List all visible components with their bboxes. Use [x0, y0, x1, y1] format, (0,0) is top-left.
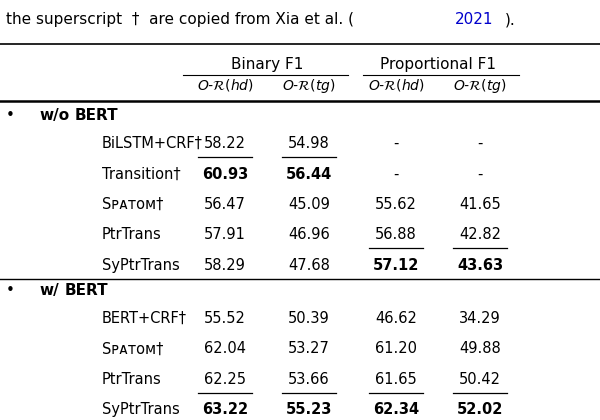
Text: PtrTrans: PtrTrans — [102, 372, 162, 387]
Text: 61.20: 61.20 — [375, 341, 417, 356]
Text: BERT: BERT — [75, 108, 119, 123]
Text: Binary F1: Binary F1 — [231, 57, 303, 72]
Text: -: - — [394, 167, 398, 181]
Text: 52.02: 52.02 — [457, 402, 503, 417]
Text: 42.82: 42.82 — [459, 227, 501, 242]
Text: $\mathit{O}$-$\mathit{\mathcal{R}}$$(hd)$: $\mathit{O}$-$\mathit{\mathcal{R}}$$(hd)… — [197, 77, 253, 93]
Text: w/o: w/o — [39, 108, 69, 123]
Text: 45.09: 45.09 — [288, 197, 330, 212]
Text: $\mathit{O}$-$\mathit{\mathcal{R}}$$(tg)$: $\mathit{O}$-$\mathit{\mathcal{R}}$$(tg)… — [282, 77, 336, 95]
Text: 47.68: 47.68 — [288, 257, 330, 273]
Text: -: - — [394, 136, 398, 151]
Text: 55.52: 55.52 — [204, 311, 246, 326]
Text: 34.29: 34.29 — [459, 311, 501, 326]
Text: Sᴘᴀᴛᴏᴍ†: Sᴘᴀᴛᴏᴍ† — [102, 197, 163, 212]
Text: -: - — [478, 167, 482, 181]
Text: 49.88: 49.88 — [459, 341, 501, 356]
Text: $\mathit{O}$-$\mathit{\mathcal{R}}$$(hd)$: $\mathit{O}$-$\mathit{\mathcal{R}}$$(hd)… — [368, 77, 424, 93]
Text: $\mathit{O}$-$\mathit{\mathcal{R}}$$(tg)$: $\mathit{O}$-$\mathit{\mathcal{R}}$$(tg)… — [453, 77, 507, 95]
Text: 62.34: 62.34 — [373, 402, 419, 417]
Text: 63.22: 63.22 — [202, 402, 248, 417]
Text: 53.66: 53.66 — [288, 372, 330, 387]
Text: Sᴘᴀᴛᴏᴍ†: Sᴘᴀᴛᴏᴍ† — [102, 341, 163, 356]
Text: 55.23: 55.23 — [286, 402, 332, 417]
Text: 62.25: 62.25 — [204, 372, 246, 387]
Text: BERT+CRF†: BERT+CRF† — [102, 311, 187, 326]
Text: 41.65: 41.65 — [459, 197, 501, 212]
Text: 50.42: 50.42 — [459, 372, 501, 387]
Text: 57.12: 57.12 — [373, 257, 419, 273]
Text: ).: ). — [505, 13, 515, 27]
Text: 58.29: 58.29 — [204, 257, 246, 273]
Text: 57.91: 57.91 — [204, 227, 246, 242]
Text: 53.27: 53.27 — [288, 341, 330, 356]
Text: Proportional F1: Proportional F1 — [380, 57, 496, 72]
Text: 56.47: 56.47 — [204, 197, 246, 212]
Text: 55.62: 55.62 — [375, 197, 417, 212]
Text: 56.44: 56.44 — [286, 167, 332, 181]
Text: BERT: BERT — [65, 283, 109, 298]
Text: 60.93: 60.93 — [202, 167, 248, 181]
Text: 61.65: 61.65 — [375, 372, 417, 387]
Text: 46.62: 46.62 — [375, 311, 417, 326]
Text: BiLSTM+CRF†: BiLSTM+CRF† — [102, 136, 203, 151]
Text: w/: w/ — [39, 283, 59, 298]
Text: 2021: 2021 — [455, 13, 494, 27]
Text: the superscript  †  are copied from Xia et al. (: the superscript † are copied from Xia et… — [6, 13, 354, 27]
Text: 56.88: 56.88 — [375, 227, 417, 242]
Text: Transition†: Transition† — [102, 167, 181, 181]
Text: 46.96: 46.96 — [288, 227, 330, 242]
Text: 58.22: 58.22 — [204, 136, 246, 151]
Text: 62.04: 62.04 — [204, 341, 246, 356]
Text: SyPtrTrans: SyPtrTrans — [102, 402, 180, 417]
Text: •: • — [6, 283, 15, 298]
Text: PtrTrans: PtrTrans — [102, 227, 162, 242]
Text: 54.98: 54.98 — [288, 136, 330, 151]
Text: •: • — [6, 108, 15, 123]
Text: 50.39: 50.39 — [288, 311, 330, 326]
Text: SyPtrTrans: SyPtrTrans — [102, 257, 180, 273]
Text: 43.63: 43.63 — [457, 257, 503, 273]
Text: -: - — [478, 136, 482, 151]
